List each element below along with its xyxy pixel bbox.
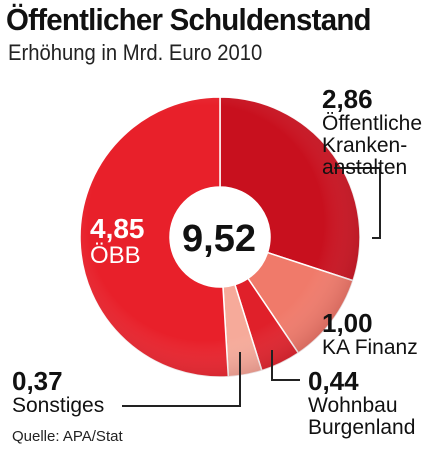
chart-subtitle: Erhöhung in Mrd. Euro 2010 <box>8 40 263 65</box>
label-sonstiges: 0,37 Sonstiges <box>12 366 105 418</box>
value-wohnbau: 0,44 <box>308 366 359 396</box>
value-kranken: 2,86 <box>322 84 373 114</box>
total-value: 9,52 <box>182 218 256 260</box>
leader-kranken <box>334 167 381 239</box>
name-sonstiges: Sonstiges <box>12 394 105 418</box>
name-kranken-3: anstalten <box>322 156 408 180</box>
leader-wohnbau <box>271 350 300 381</box>
label-kafinanz: 1,00 KA Finanz <box>322 308 418 360</box>
value-kafinanz: 1,00 <box>322 308 373 338</box>
leader-sonstiges <box>122 352 241 407</box>
name-obb: ÖBB <box>90 242 141 270</box>
label-kranken: 2,86 Öffentliche Kranken- anstalten <box>322 84 423 180</box>
label-obb: 4,85 ÖBB <box>90 214 145 269</box>
name-wohnbau-2: Burgenland <box>308 416 416 440</box>
chart-title: Öffentlicher Schuldenstand <box>6 2 372 37</box>
name-kranken-2: Kranken- <box>322 134 408 158</box>
source-note: Quelle: APA/Stat <box>12 428 123 445</box>
name-kafinanz: KA Finanz <box>322 336 418 360</box>
label-wohnbau: 0,44 Wohnbau Burgenland <box>308 366 416 440</box>
name-kranken-1: Öffentliche <box>322 112 423 136</box>
value-obb: 4,85 <box>90 213 145 244</box>
value-sonstiges: 0,37 <box>12 366 63 396</box>
name-wohnbau-1: Wohnbau <box>308 394 398 418</box>
